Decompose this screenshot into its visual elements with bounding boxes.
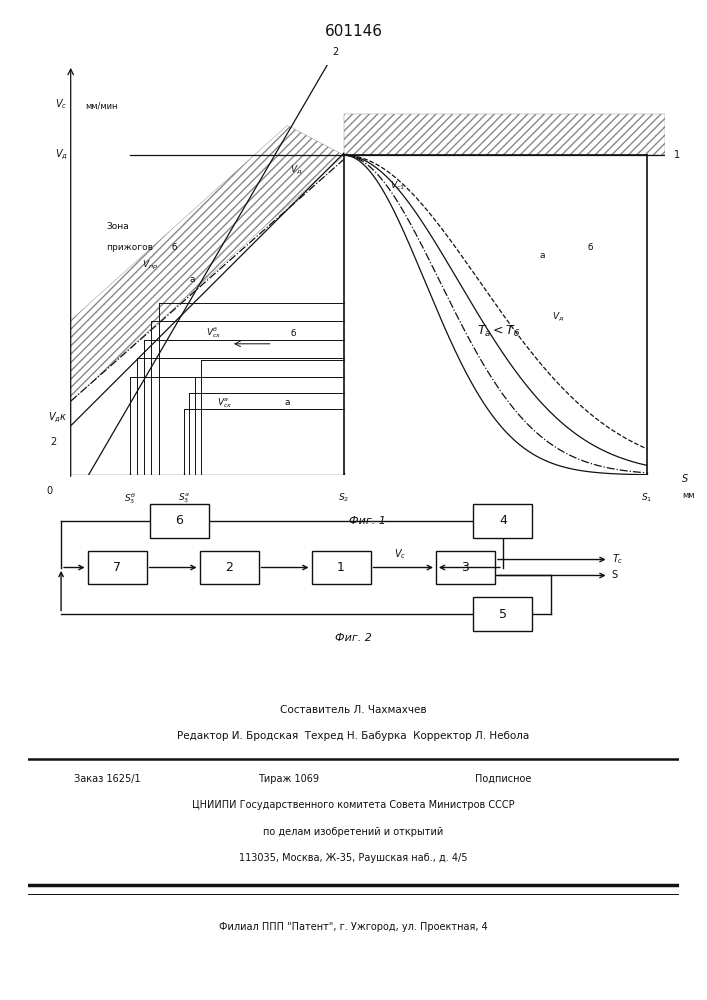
Text: а: а (284, 398, 290, 407)
Text: 5: 5 (499, 607, 507, 620)
Text: Фиг. 1: Фиг. 1 (349, 516, 386, 526)
Text: прижогов: прижогов (106, 242, 153, 251)
Bar (436, 551, 495, 584)
Bar (473, 504, 532, 538)
Text: 1: 1 (674, 150, 679, 160)
Text: 2: 2 (49, 437, 56, 447)
Bar (312, 551, 370, 584)
Text: $S_3^а$: $S_3^а$ (177, 491, 189, 505)
Text: Зона: Зона (106, 222, 129, 231)
Text: 4: 4 (499, 514, 507, 528)
Text: 2: 2 (332, 47, 338, 57)
Text: $V_{сх}^а$: $V_{сх}^а$ (217, 396, 233, 410)
Text: $T_а < T_б$: $T_а < T_б$ (477, 324, 520, 339)
Text: $V_д$: $V_д$ (551, 311, 563, 323)
Text: б: б (291, 329, 296, 338)
Text: $V_{с1}$: $V_{с1}$ (390, 179, 405, 192)
Bar (150, 504, 209, 538)
Text: 2: 2 (225, 561, 233, 574)
Text: 1: 1 (337, 561, 345, 574)
Text: $S_3^б$: $S_3^б$ (124, 491, 136, 506)
Text: мм: мм (682, 491, 695, 500)
Text: ЦНИИПИ Государственного комитета Совета Министров СССР: ЦНИИПИ Государственного комитета Совета … (192, 800, 515, 810)
Text: 0: 0 (47, 486, 53, 496)
Text: Заказ 1625/1: Заказ 1625/1 (74, 774, 141, 784)
Text: б: б (588, 242, 593, 251)
Text: 7: 7 (113, 561, 121, 574)
Text: мм/мин: мм/мин (86, 102, 118, 110)
Text: $V_{пр}$: $V_{пр}$ (142, 259, 158, 272)
Text: Подписное: Подписное (475, 774, 531, 784)
Text: $V_{сх}^б$: $V_{сх}^б$ (206, 325, 221, 340)
Text: $V_д$: $V_д$ (54, 148, 68, 162)
Text: Редактор И. Бродская  Техред Н. Бабурка  Корректор Л. Небола: Редактор И. Бродская Техред Н. Бабурка К… (177, 731, 530, 741)
Text: Филиал ППП "Патент", г. Ужгород, ул. Проектная, 4: Филиал ППП "Патент", г. Ужгород, ул. Про… (219, 922, 488, 932)
Text: $S_2$: $S_2$ (339, 491, 349, 504)
Text: Тираж 1069: Тираж 1069 (258, 774, 319, 784)
Text: $V_c$: $V_c$ (394, 547, 407, 561)
Text: $V_д$: $V_д$ (291, 163, 303, 176)
Bar (199, 551, 259, 584)
Text: 601146: 601146 (325, 24, 382, 39)
Text: а: а (540, 251, 545, 260)
Text: 3: 3 (462, 561, 469, 574)
Bar (473, 597, 532, 631)
Text: по делам изобретений и открытий: по делам изобретений и открытий (264, 827, 443, 837)
Text: S: S (612, 570, 618, 580)
Text: $S_1$: $S_1$ (641, 491, 653, 504)
Text: $V_дк$: $V_дк$ (48, 410, 68, 425)
Text: а: а (189, 275, 195, 284)
Text: б: б (172, 242, 177, 251)
Text: Составитель Л. Чахмахчев: Составитель Л. Чахмахчев (280, 705, 427, 715)
Text: 6: 6 (175, 514, 183, 528)
Text: 113035, Москва, Ж-35, Раушская наб., д. 4/5: 113035, Москва, Ж-35, Раушская наб., д. … (239, 853, 468, 863)
Text: $T_c$: $T_c$ (612, 553, 624, 566)
Text: S: S (682, 474, 689, 484)
Text: $V_c$: $V_c$ (55, 97, 68, 111)
Text: Фиг. 2: Фиг. 2 (335, 633, 372, 643)
Bar (88, 551, 146, 584)
